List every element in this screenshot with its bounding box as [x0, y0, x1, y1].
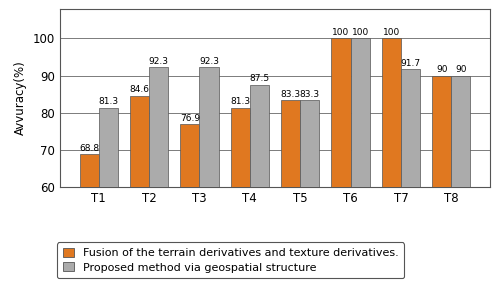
Text: 83.3: 83.3 [300, 90, 320, 99]
Bar [200, 67, 218, 187]
Bar [332, 39, 350, 187]
Bar [281, 100, 300, 187]
Bar [80, 154, 98, 187]
Text: 68.8: 68.8 [79, 144, 99, 153]
Bar [432, 76, 452, 187]
Text: 81.3: 81.3 [230, 97, 250, 106]
Bar [250, 85, 269, 187]
Text: 83.3: 83.3 [280, 90, 300, 99]
Bar [149, 67, 168, 187]
Bar [452, 76, 470, 187]
Text: 92.3: 92.3 [148, 57, 169, 65]
Bar [300, 100, 320, 187]
Bar [401, 69, 420, 187]
Text: 84.6: 84.6 [130, 85, 150, 94]
Text: 100: 100 [382, 28, 400, 37]
Text: 100: 100 [352, 28, 369, 37]
Bar [98, 108, 118, 187]
Bar [230, 108, 250, 187]
Text: 92.3: 92.3 [199, 57, 219, 65]
Y-axis label: Avvuracy(%): Avvuracy(%) [14, 60, 28, 135]
Text: 87.5: 87.5 [250, 74, 270, 83]
Bar [382, 39, 401, 187]
Text: 91.7: 91.7 [400, 59, 420, 68]
Legend: Fusion of the terrain derivatives and texture derivatives., Proposed method via : Fusion of the terrain derivatives and te… [57, 242, 404, 278]
Text: 90: 90 [455, 65, 466, 74]
Text: 81.3: 81.3 [98, 97, 118, 106]
Bar [350, 39, 370, 187]
Bar [130, 95, 149, 187]
Text: 90: 90 [436, 65, 448, 74]
Bar [180, 124, 200, 187]
Text: 76.9: 76.9 [180, 114, 200, 123]
Text: 100: 100 [332, 28, 349, 37]
